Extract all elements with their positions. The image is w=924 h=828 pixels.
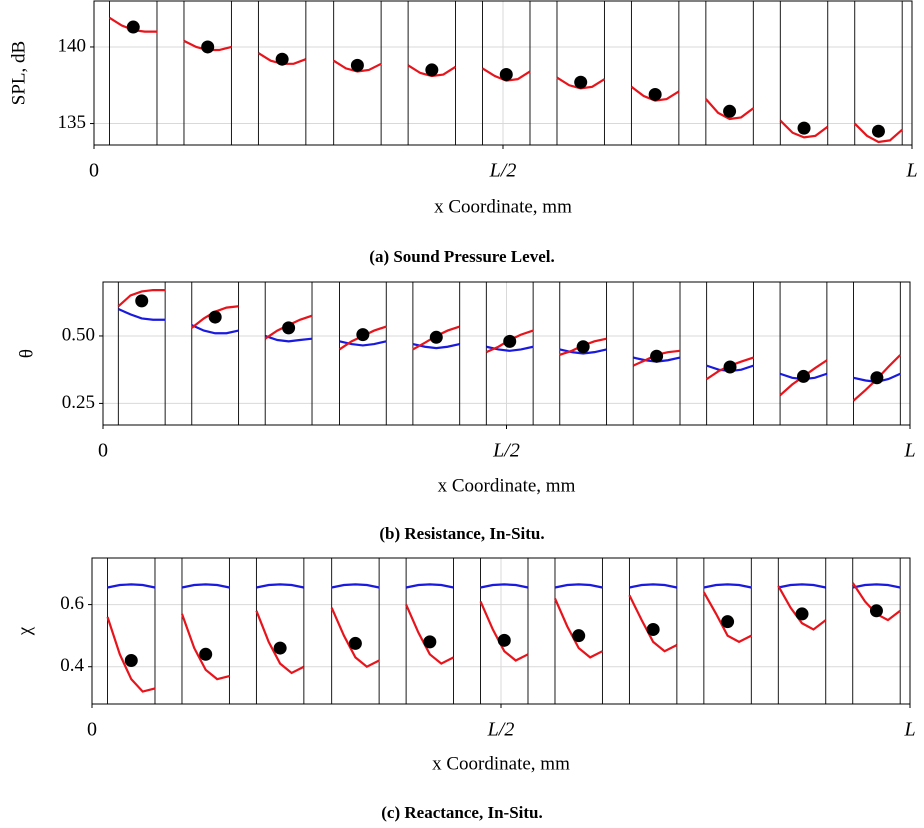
x-tick-label: 0 <box>89 160 99 182</box>
data-point <box>723 360 737 374</box>
y-tick-label: 140 <box>58 35 87 56</box>
data-point <box>721 615 735 629</box>
data-point <box>126 20 140 34</box>
data-point <box>423 635 437 649</box>
curve <box>106 582 901 693</box>
data-point <box>871 124 885 138</box>
data-point <box>503 334 517 348</box>
data-point <box>273 641 287 655</box>
data-point <box>348 636 362 650</box>
data-point <box>199 647 213 661</box>
x-tick-label: 0 <box>87 719 97 741</box>
data-point <box>201 40 215 54</box>
x-axis-label: x Coordinate, mm <box>434 196 572 217</box>
curve <box>107 583 901 589</box>
data-point <box>350 58 364 72</box>
y-axis-label: θ <box>16 349 37 358</box>
data-point <box>797 121 811 135</box>
data-point <box>282 321 296 335</box>
y-tick-label: 135 <box>58 112 87 133</box>
x-tick-label: L/2 <box>492 440 520 462</box>
data-point <box>425 63 439 77</box>
caption: (b) Resistance, In-Situ. <box>379 524 544 543</box>
data-point <box>356 328 370 342</box>
x-axis-label: x Coordinate, mm <box>438 475 576 496</box>
data-point <box>499 68 513 82</box>
y-tick-label: 0.4 <box>60 655 84 676</box>
data-point <box>275 52 289 66</box>
caption: (c) Reactance, In-Situ. <box>381 803 542 822</box>
data-point <box>646 622 660 636</box>
x-tick-label: L <box>905 160 917 182</box>
x-tick-label: L <box>903 440 915 462</box>
data-point <box>429 330 443 344</box>
x-tick-label: L <box>903 719 915 741</box>
y-axis-label: SPL, dB <box>8 41 29 105</box>
data-point <box>576 340 590 354</box>
x-axis-label: x Coordinate, mm <box>432 753 570 774</box>
data-point <box>723 104 737 118</box>
data-point <box>869 604 883 618</box>
data-point <box>795 607 809 621</box>
x-tick-label: L/2 <box>489 160 517 182</box>
y-tick-label: 0.6 <box>60 593 84 614</box>
data-point <box>572 629 586 643</box>
x-tick-label: L/2 <box>487 719 515 741</box>
y-tick-label: 0.50 <box>62 324 95 345</box>
data-point <box>648 87 662 101</box>
data-point <box>497 633 511 647</box>
data-point <box>208 310 222 324</box>
y-tick-label: 0.25 <box>62 392 95 413</box>
data-point <box>870 371 884 385</box>
x-tick-label: 0 <box>98 440 108 462</box>
y-axis-label: χ <box>14 626 35 636</box>
data-point <box>135 294 149 308</box>
caption: (a) Sound Pressure Level. <box>369 247 554 266</box>
data-point <box>650 349 664 363</box>
data-point <box>796 369 810 383</box>
data-point <box>574 75 588 89</box>
data-point <box>124 654 138 668</box>
